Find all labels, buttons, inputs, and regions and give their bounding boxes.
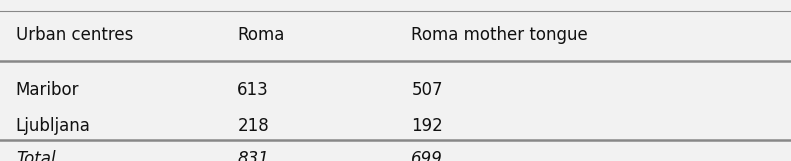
Text: 507: 507 [411, 81, 443, 99]
Text: 699: 699 [411, 150, 443, 161]
Text: 192: 192 [411, 117, 443, 135]
Text: 613: 613 [237, 81, 269, 99]
Text: Total: Total [16, 150, 55, 161]
Text: Roma mother tongue: Roma mother tongue [411, 26, 588, 44]
Text: Roma: Roma [237, 26, 285, 44]
Text: Ljubljana: Ljubljana [16, 117, 91, 135]
Text: 218: 218 [237, 117, 269, 135]
Text: 831: 831 [237, 150, 269, 161]
Text: Maribor: Maribor [16, 81, 79, 99]
Text: Urban centres: Urban centres [16, 26, 133, 44]
